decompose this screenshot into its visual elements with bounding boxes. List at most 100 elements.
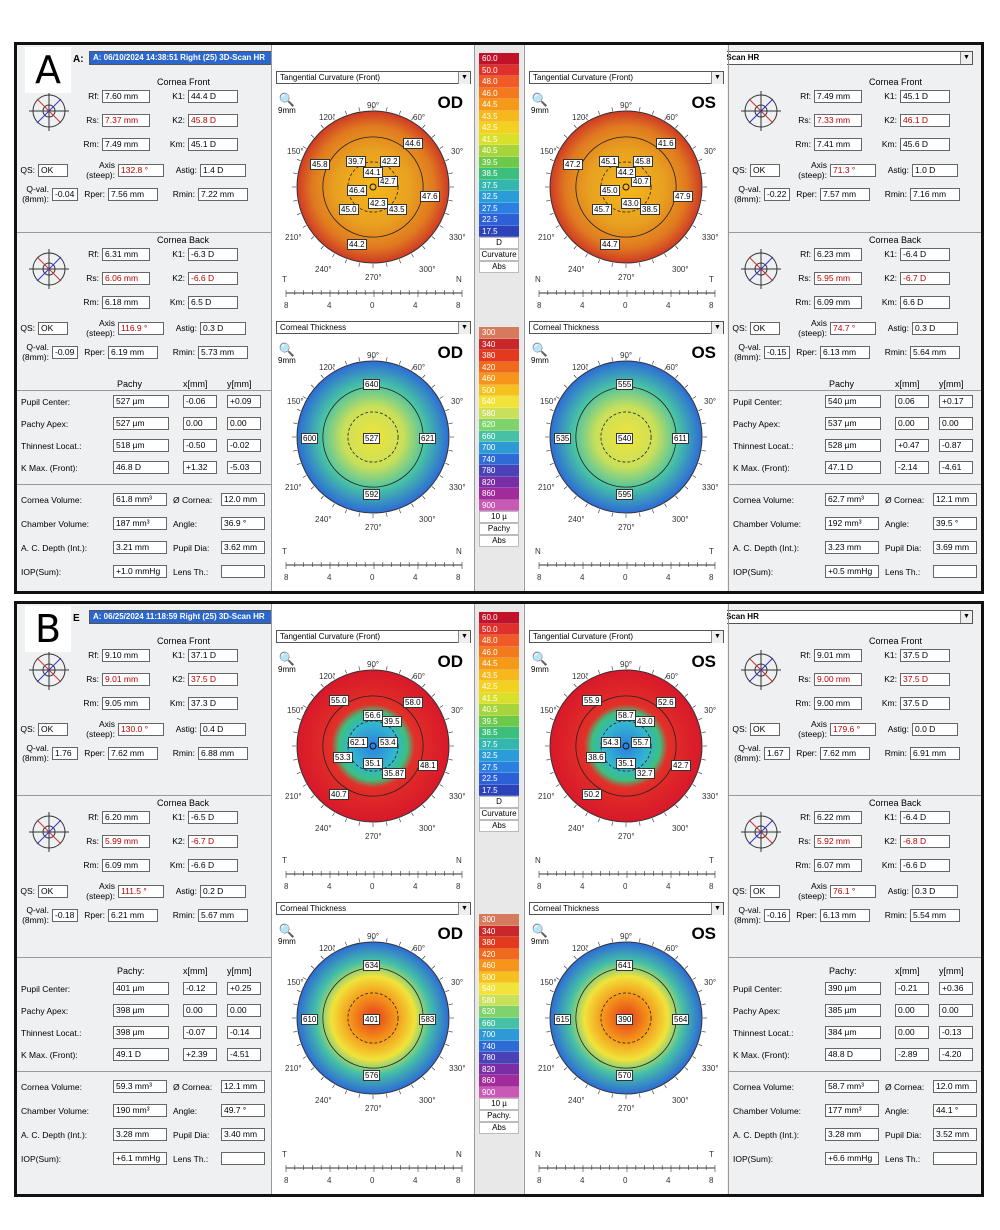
rper-label: Rper: (796, 347, 817, 357)
angle-label: 120° (319, 672, 336, 681)
thin-x: -0.50 (183, 439, 217, 452)
chevron-down-icon[interactable]: ▼ (711, 903, 723, 915)
temporal-label: N (535, 856, 541, 865)
thickness-map-selector[interactable]: Corneal Thickness ▼ (529, 902, 724, 915)
magnifier-icon[interactable]: 🔍 (531, 92, 548, 107)
qval-row: Q-val. (8mm): 1.76 (19, 743, 78, 763)
zoom-control[interactable]: 🔍 9mm (531, 93, 549, 115)
k2-value: -6.7 D (188, 834, 238, 848)
astig-label: Astig: (175, 323, 197, 333)
angle-label: 150° (287, 397, 304, 406)
angle-label: 270° (365, 832, 382, 841)
ruler-tick: 4 (666, 1176, 671, 1185)
angle-label: 30° (704, 147, 717, 156)
apex-value: 537 µm (825, 417, 881, 430)
zoom-control[interactable]: 🔍 9mm (531, 343, 549, 365)
rf-label: Rf: (88, 650, 99, 660)
rs-label: Rs: (798, 836, 811, 846)
chevron-down-icon[interactable]: ▼ (458, 72, 470, 84)
qs-row: QS: OK (19, 722, 68, 736)
lens-label: Lens Th.: (173, 567, 209, 577)
km-label: Km: (169, 860, 185, 870)
chevron-down-icon[interactable]: ▼ (711, 322, 723, 334)
rs-value: 6.06 mm (102, 271, 150, 285)
chevron-down-icon[interactable]: ▼ (960, 52, 972, 64)
chamber-label: Chamber Volume: (733, 519, 802, 529)
map-value-tag: 564 (672, 1014, 690, 1025)
chevron-down-icon[interactable]: ▼ (711, 631, 723, 643)
astig-row: Astig: 0.2 D (169, 884, 246, 898)
magnifier-icon[interactable]: 🔍 (278, 651, 295, 666)
km-value: 45.6 D (900, 137, 950, 151)
curvature-map-selector[interactable]: Tangential Curvature (Front) ▼ (529, 630, 724, 643)
map-value-tag: 555 (616, 379, 634, 390)
thin-value: 528 µm (825, 439, 881, 452)
nasal-label: T (709, 275, 714, 284)
angle-label: 30° (451, 147, 464, 156)
rm-label: Rm: (83, 139, 99, 149)
thickness-map-selector[interactable]: Corneal Thickness ▼ (276, 321, 471, 334)
thickness-map-selector[interactable]: Corneal Thickness ▼ (276, 902, 471, 915)
magnifier-icon[interactable]: 🔍 (278, 342, 295, 357)
zoom-control[interactable]: 🔍 9mm (278, 343, 296, 365)
scale-step: 420 (479, 361, 519, 373)
map-value-tag: 44.1 (363, 167, 383, 178)
kmax-value: 48.8 D (825, 1048, 881, 1061)
pupil-x: -0.21 (895, 982, 929, 995)
divider (729, 390, 981, 391)
chevron-down-icon[interactable]: ▼ (458, 631, 470, 643)
zoom-control[interactable]: 🔍 9mm (278, 924, 296, 946)
cornea-front-section: Cornea Front Rf: 9.01 mm Rs: 9.00 mm Rm: 9.00 … (729, 634, 981, 796)
k1-value: 37.5 D (900, 648, 950, 662)
eye-label: OS (691, 924, 716, 943)
rm-row: Rm: 6.09 mm (791, 295, 862, 309)
rmin-value: 5.73 mm (198, 345, 248, 359)
map-value-tag: 600 (301, 433, 319, 444)
map-value-tag: 58.0 (403, 697, 423, 708)
rf-label: Rf: (88, 812, 99, 822)
right-info-column: Cornea Front Rf: 9.01 mm Rs: 9.00 mm Rm: 9.00 … (728, 604, 981, 1194)
chevron-down-icon[interactable]: ▼ (458, 903, 470, 915)
angle-label: 60° (413, 672, 426, 681)
vol-value: 58.7 mm³ (825, 1080, 879, 1093)
ruler-tick: 8 (537, 301, 542, 310)
axis-value: 74.7 ° (830, 321, 876, 335)
section-title: Cornea Front (869, 77, 923, 87)
km-value: 6.6 D (900, 295, 950, 309)
k2-value: -6.8 D (900, 834, 950, 848)
angle-label: 150° (540, 397, 557, 406)
magnifier-icon[interactable]: 🔍 (531, 651, 548, 666)
map-value-tag: 390 (616, 1014, 634, 1025)
curvature-map-selector[interactable]: Tangential Curvature (Front) ▼ (276, 630, 471, 643)
rmin-row: Rmin: 6.91 mm (875, 746, 960, 760)
qs-row: QS: OK (731, 321, 780, 335)
magnifier-icon[interactable]: 🔍 (278, 923, 295, 938)
curvature-map-selector[interactable]: Tangential Curvature (Front) ▼ (529, 71, 724, 84)
panel-letter: B (25, 606, 71, 652)
angle-label: 270° (618, 1104, 635, 1113)
chevron-down-icon[interactable]: ▼ (960, 611, 972, 623)
curvature-map-selector[interactable]: Tangential Curvature (Front) ▼ (276, 71, 471, 84)
rper-label: Rper: (796, 748, 817, 758)
k1-row: K1: -6.4 D (877, 247, 950, 261)
chevron-down-icon[interactable]: ▼ (458, 322, 470, 334)
map-value-tag: 56.6 (363, 710, 383, 721)
k2-label: K2: (172, 836, 185, 846)
magnifier-icon[interactable]: 🔍 (531, 923, 548, 938)
ruler-tick: 0 (370, 882, 375, 891)
thickness-map-selector[interactable]: Corneal Thickness ▼ (529, 321, 724, 334)
magnifier-icon[interactable]: 🔍 (531, 342, 548, 357)
km-label: Km: (169, 698, 185, 708)
pachy-section: Pachy: x[mm] y[mm] Pupil Center: 390 µm -0.21… (729, 964, 981, 1072)
rmin-label: Rmin: (884, 748, 907, 758)
map-value-tag: 50.2 (582, 789, 602, 800)
chevron-down-icon[interactable]: ▼ (711, 72, 723, 84)
scale-step: 46.0 (479, 87, 519, 99)
magnifier-icon[interactable]: 🔍 (278, 92, 295, 107)
zoom-control[interactable]: 🔍 9mm (278, 93, 296, 115)
qval-row: Q-val. (8mm): -0.15 (731, 342, 790, 362)
zoom-control[interactable]: 🔍 9mm (278, 652, 296, 674)
zoom-control[interactable]: 🔍 9mm (531, 652, 549, 674)
angle-label: 60° (413, 113, 426, 122)
zoom-control[interactable]: 🔍 9mm (531, 924, 549, 946)
